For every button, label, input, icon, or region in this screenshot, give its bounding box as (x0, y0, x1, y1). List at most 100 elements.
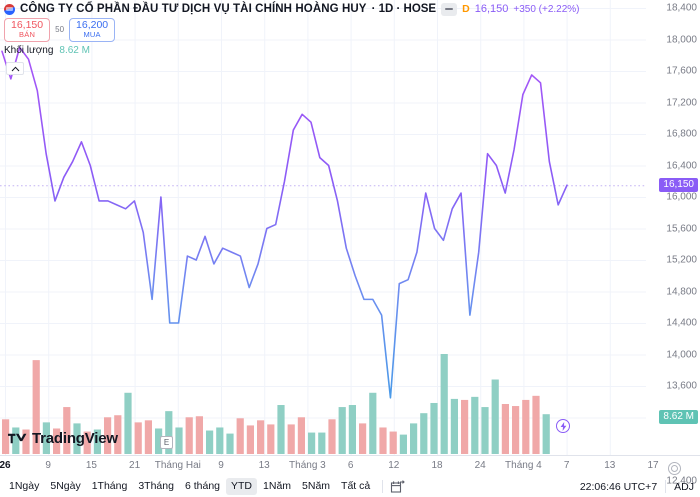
volume-bar (257, 420, 265, 454)
volume-study-legend[interactable]: Khối lượng 8.62 M (4, 45, 90, 56)
volume-bar (104, 417, 112, 454)
volume-bar (93, 429, 101, 454)
bid-label: MUA (83, 30, 101, 40)
chart-header: CÔNG TY CỔ PHẦN ĐẦU TƯ DỊCH VỤ TÀI CHÍNH… (0, 0, 700, 18)
chevron-up-icon (11, 66, 19, 71)
price-axis-label: 16,000 (666, 191, 697, 203)
volume-bar (175, 427, 183, 454)
volume-bar (277, 405, 285, 454)
volume-bar (32, 360, 40, 454)
price-axis[interactable]: 18,400 18,000 17,600 17,200 16,800 16,400 16,0… (646, 0, 700, 486)
time-axis-label: 18 (431, 460, 443, 471)
volume-bar (216, 427, 224, 454)
bid-badge[interactable]: 16,200 MUA (69, 18, 116, 42)
time-axis-label: 9 (45, 460, 51, 471)
spread-value: 50 (55, 25, 65, 35)
range-button-3tháng[interactable]: 3Tháng (138, 480, 174, 492)
volume-bar (420, 413, 428, 454)
volume-bar (2, 419, 10, 454)
adjustment-label[interactable]: ADJ (674, 480, 694, 493)
volume-study-name: Khối lượng (4, 45, 54, 56)
volume-bar (359, 423, 367, 454)
ask-badge[interactable]: 16,150 BÁN (4, 18, 51, 42)
lightning-bolt-icon (560, 421, 566, 431)
time-axis-label: 9 (218, 460, 224, 471)
time-axis-label: 7 (563, 460, 570, 471)
price-line (1, 46, 568, 399)
range-button-5năm[interactable]: 5Năm (302, 480, 331, 492)
volume-bar (532, 395, 540, 454)
volume-bar (22, 429, 30, 454)
range-button-6-tháng[interactable]: 6 tháng (184, 480, 221, 492)
tradingview-watermark: TradingView (8, 430, 118, 447)
time-axis-label: 26 (0, 460, 11, 471)
volume-bars (2, 354, 550, 454)
volume-bar (379, 427, 387, 454)
range-button-1ngày[interactable]: 1Ngày (9, 480, 40, 492)
symbol-title[interactable]: CÔNG TY CỔ PHẦN ĐẦU TƯ DỊCH VỤ TÀI CHÍNH… (20, 3, 367, 15)
volume-bar (369, 392, 377, 454)
volume-bar (461, 399, 469, 454)
volume-bar (430, 402, 438, 454)
chart-settings-gear-icon[interactable] (668, 462, 681, 475)
time-axis-label: Tháng 4 (505, 460, 542, 471)
price-axis-label: 17,200 (666, 97, 697, 108)
volume-bar (236, 418, 244, 454)
vertical-gridlines (5, 0, 611, 455)
chart-plot-area[interactable] (0, 0, 646, 455)
price-axis-label: 17,600 (666, 65, 697, 77)
volume-bar (338, 407, 346, 454)
time-axis-label: 17 (647, 460, 659, 471)
range-button-1năm[interactable]: 1Năm (263, 480, 292, 492)
range-button-ytd[interactable]: YTD (226, 478, 258, 495)
collapse-legend-icon[interactable] (441, 2, 458, 16)
volume-bar (542, 414, 550, 454)
volume-bar (318, 432, 326, 454)
date-range-icon[interactable] (390, 479, 406, 494)
volume-study-value: 8.62 M (59, 45, 90, 56)
volume-bar (491, 379, 499, 454)
volume-bar (53, 428, 61, 454)
volume-bar (63, 407, 71, 454)
earnings-marker-label: E (163, 438, 170, 447)
range-button-5ngày[interactable]: 5Ngày (50, 480, 81, 492)
volume-bar (73, 423, 81, 454)
price-axis-label: 14,800 (666, 286, 697, 297)
tradingview-logo-icon (8, 433, 27, 444)
price-axis-label: 14,400 (666, 317, 697, 329)
volume-bar (308, 432, 316, 454)
volume-bar (501, 404, 509, 454)
volume-bar (124, 392, 132, 454)
range-button-tất-cả[interactable]: Tất cả (341, 480, 371, 492)
time-axis[interactable]: 26 9 15 21 Tháng Hai 9 13 Tháng 3 6 12 18 24 Tháng 4… (0, 455, 700, 475)
bottom-toolbar: 1Ngày 5Ngày 1Tháng 3Tháng 6 tháng YTD 1Năm 5Năm… (0, 476, 700, 497)
current-price-badge: 16,150 (659, 178, 698, 193)
volume-bar (450, 398, 458, 454)
range-selector: 1Ngày 5Ngày 1Tháng 3Tháng 6 tháng YTD 1Năm 5Năm… (0, 478, 375, 495)
horizontal-gridlines (0, 8, 646, 419)
high-price-marker (6, 62, 24, 75)
toolbar-right-group: 22:06:46 UTC+7 ADJ (580, 480, 700, 493)
chart-canvas[interactable] (0, 0, 646, 455)
volume-bar (410, 423, 418, 454)
toolbar-divider (382, 480, 384, 493)
clock-label[interactable]: 22:06:46 UTC+7 (579, 480, 658, 493)
time-axis-label: Tháng Hai (154, 460, 201, 471)
volume-bar (287, 424, 295, 454)
dividend-bolt-marker[interactable] (556, 419, 570, 433)
price-axis-label: 18,400 (666, 2, 697, 14)
volume-bar (134, 422, 142, 454)
volume-bar (155, 428, 163, 454)
toolbar-divider-2 (665, 480, 667, 493)
time-axis-label: 15 (85, 460, 97, 471)
ask-label: BÁN (19, 30, 36, 40)
volume-bar (12, 427, 20, 454)
volume-bar (389, 431, 397, 454)
volume-bar (83, 431, 91, 454)
bid-ask-row: 16,150 BÁN 50 16,200 MUA (4, 18, 116, 42)
volume-bar (267, 424, 275, 454)
range-button-1tháng[interactable]: 1Tháng (91, 480, 128, 492)
calendar-glyph (391, 479, 406, 493)
earnings-marker[interactable]: E (160, 436, 173, 449)
